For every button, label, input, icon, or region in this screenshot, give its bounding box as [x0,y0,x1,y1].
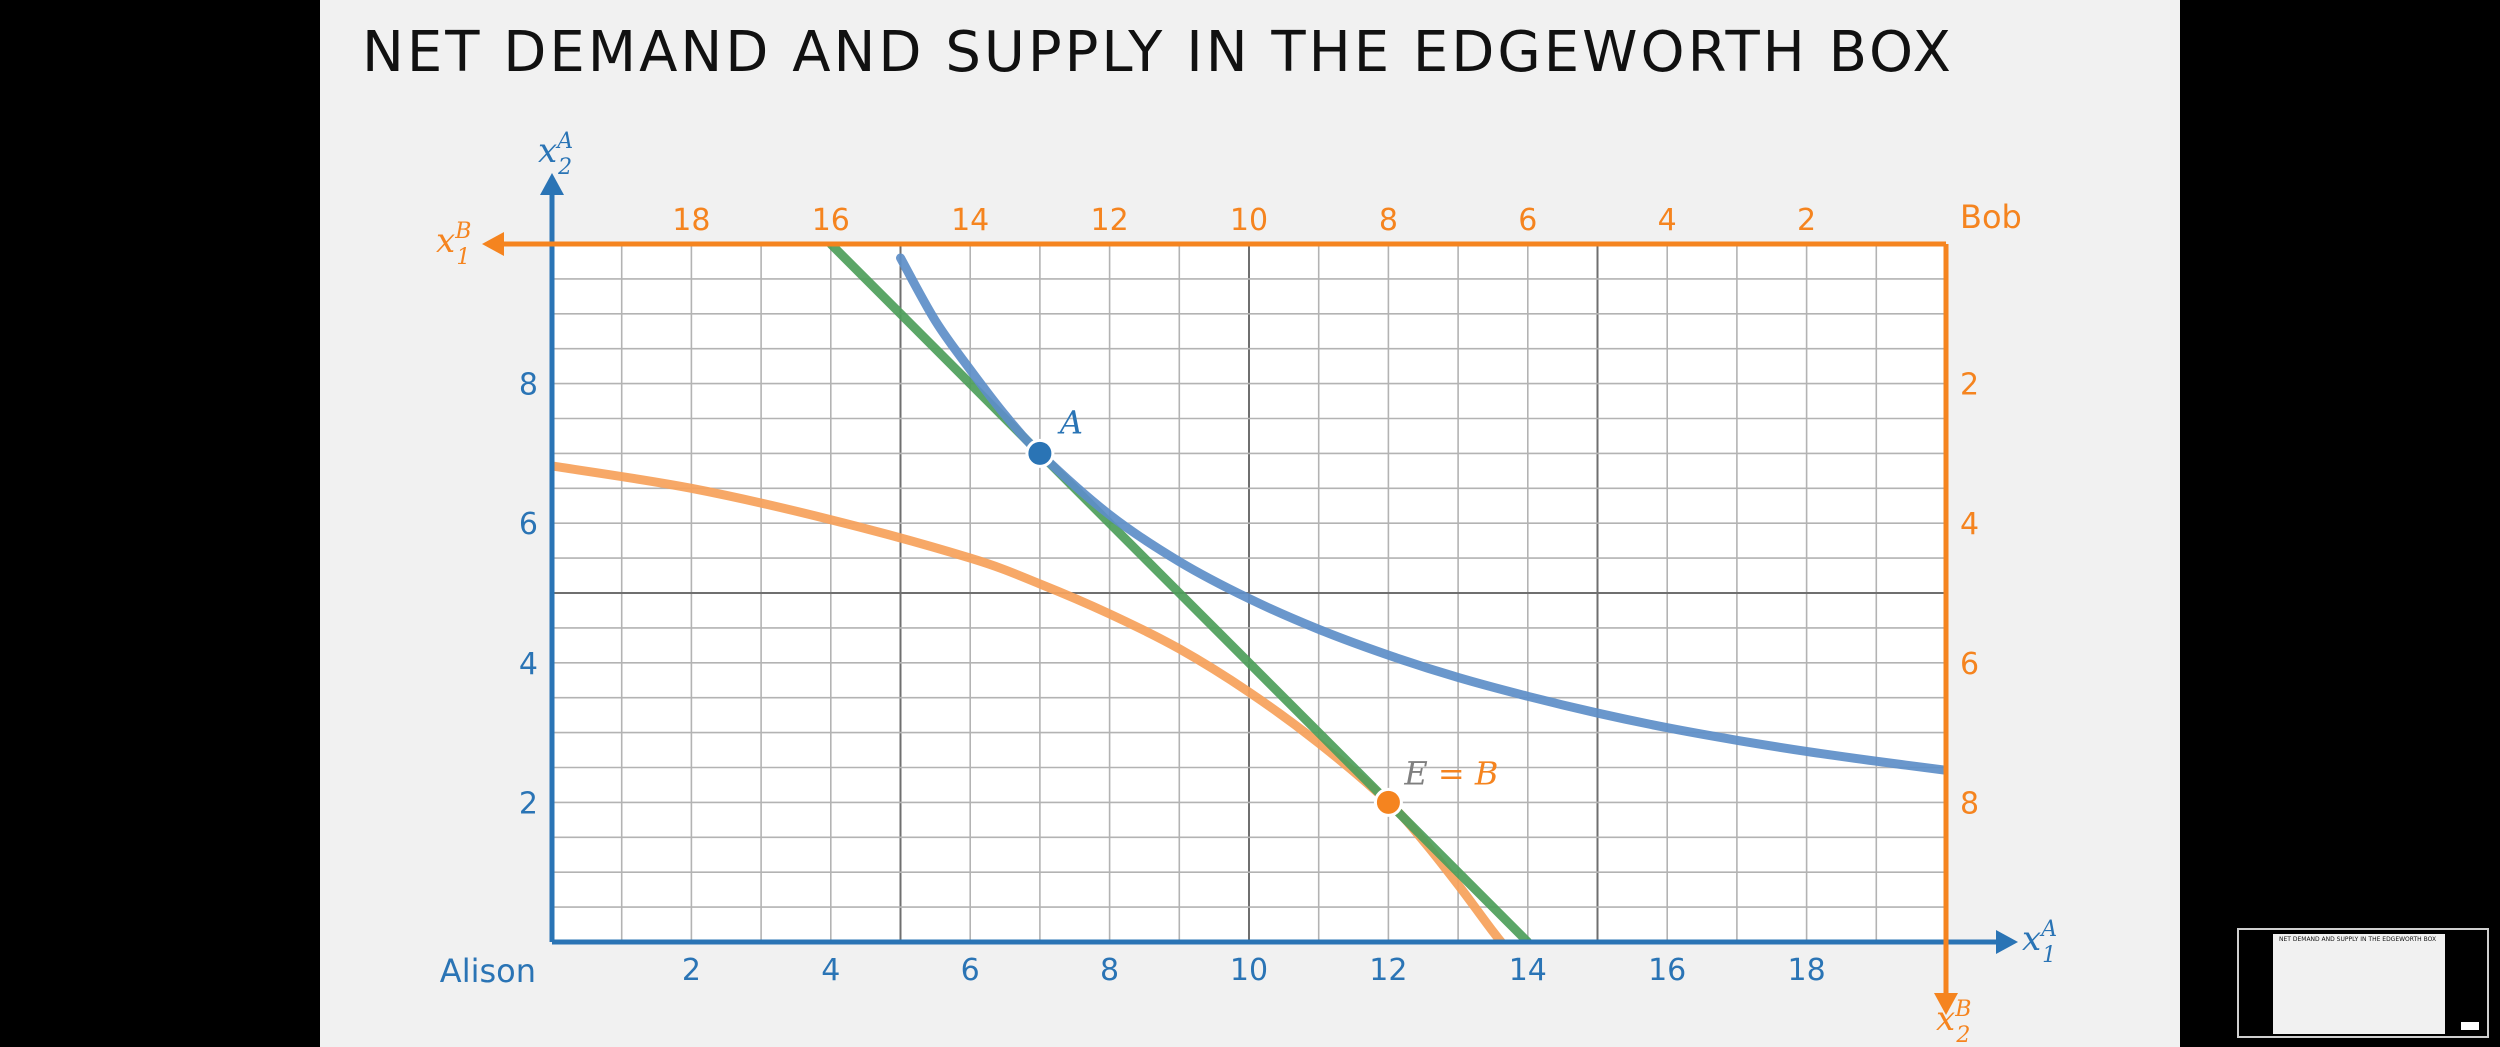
alison-origin-label: Alison [440,952,536,990]
point-a-label: A [1057,403,1083,441]
alison-y-axis-arrow [540,173,564,195]
bob-origin-label: Bob [1960,198,2022,236]
bob-x-tick-label: 4 [1658,203,1677,238]
bob-x-tick-label: 14 [951,203,989,238]
point-a-marker [1025,438,1055,468]
bob-y-axis-label: xB 2 [1936,997,1971,1047]
bob-y-axis-arrow [1934,993,1958,1015]
alison-x-tick-label: 14 [1509,953,1547,988]
alison-y-tick-label: 8 [519,368,538,403]
bob-y-tick-label: 8 [1960,786,1979,821]
bob-x-tick-label: 2 [1797,203,1816,238]
alison-x-tick-label: 4 [821,953,840,988]
alison-x-tick-label: 16 [1648,953,1686,988]
bob-x-tick-label: 16 [812,203,850,238]
slide-thumbnail[interactable]: NET DEMAND AND SUPPLY IN THE EDGEWORTH B… [2237,928,2489,1038]
bob-indifference-line [552,461,1507,942]
alison-x-axis-arrow [1996,930,2018,954]
thumbnail-handle[interactable] [2461,1022,2479,1030]
budget-line-line [826,244,1533,942]
bob-x-axis-arrow [482,232,504,256]
bob-y-tick-label: 6 [1960,647,1979,682]
bob-y-tick-label: 4 [1960,507,1979,542]
thumbnail-slide: NET DEMAND AND SUPPLY IN THE EDGEWORTH B… [2273,934,2445,1034]
alison-y-tick-label: 4 [519,647,538,682]
bob-x-tick-label: 8 [1379,203,1398,238]
bob-x-axis-label: xB 1 [436,219,471,270]
alison-x-tick-label: 12 [1369,953,1407,988]
alison-y-tick-label: 6 [519,507,538,542]
bob-y-tick-label: 2 [1960,368,1979,403]
point-e-b-label: E = B [1403,754,1498,792]
alison-x-axis-label: xA 1 [2022,917,2057,968]
alison-x-tick-label: 2 [682,953,701,988]
bob-x-tick-label: 12 [1091,203,1129,238]
alison-x-tick-label: 18 [1788,953,1826,988]
alison-y-tick-label: 2 [519,786,538,821]
slide-title: NET DEMAND AND SUPPLY IN THE EDGEWORTH B… [362,20,1954,85]
point-e-b-marker [1373,787,1403,817]
thumbnail-title: NET DEMAND AND SUPPLY IN THE EDGEWORTH B… [2279,936,2437,943]
bob-x-tick-label: 18 [672,203,710,238]
alison-x-tick-label: 10 [1230,953,1268,988]
alison-x-tick-label: 8 [1100,953,1119,988]
bob-x-tick-label: 10 [1230,203,1268,238]
alison-x-tick-label: 6 [961,953,980,988]
alison-indifference-line [896,253,1946,775]
alison-y-axis-label: xA 2 [538,129,573,180]
bob-x-tick-label: 6 [1518,203,1537,238]
